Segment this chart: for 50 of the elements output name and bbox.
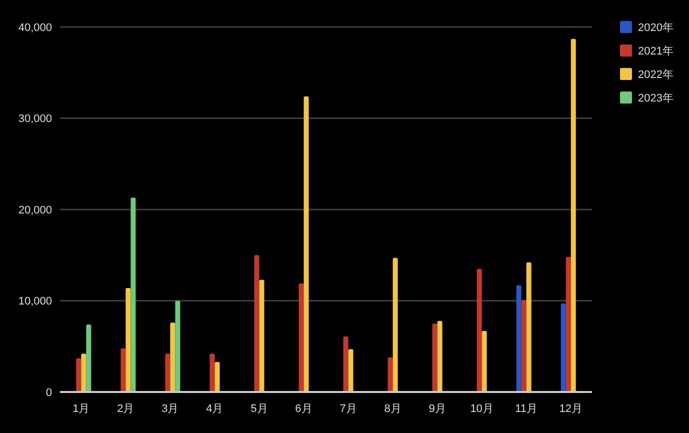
legend-label: 2022年: [638, 68, 674, 81]
y-tick-label: 30,000: [18, 113, 52, 126]
bar: [432, 324, 438, 392]
bar: [259, 280, 264, 392]
bar: [120, 348, 126, 392]
bar: [210, 354, 215, 392]
bar: [521, 300, 526, 392]
x-tick-label: 7月: [340, 403, 357, 415]
x-tick-label: 6月: [295, 403, 312, 415]
legend-label: 2020年: [638, 22, 674, 34]
bar: [304, 96, 309, 392]
legend-label: 2021年: [638, 45, 674, 58]
bar: [570, 38, 576, 392]
bar: [170, 322, 176, 392]
bar: [165, 354, 170, 392]
x-tick-label: 10月: [470, 403, 494, 415]
x-tick-label: 4月: [206, 403, 224, 415]
bar: [392, 258, 398, 392]
bar: [130, 198, 136, 392]
x-tick-label: 1月: [72, 403, 90, 415]
legend-label: 2023年: [638, 92, 674, 104]
bar: [254, 255, 260, 392]
bar: [214, 362, 220, 392]
x-tick-label: 3月: [162, 403, 179, 415]
x-tick-label: 11月: [515, 403, 538, 415]
x-tick-label: 5月: [250, 403, 268, 415]
x-tick-label: 9月: [428, 403, 446, 415]
bar: [348, 349, 354, 392]
x-tick-label: 2月: [117, 403, 134, 415]
bar: [388, 357, 393, 392]
y-tick-label: 0: [46, 386, 52, 399]
x-tick-label: 8月: [384, 403, 402, 415]
y-tick-label: 10,000: [18, 296, 52, 308]
bar: [126, 288, 131, 392]
y-tick-label: 40,000: [18, 22, 52, 34]
bar: [566, 256, 571, 392]
bar: [560, 303, 566, 392]
x-tick-label: 12月: [559, 403, 582, 415]
bar: [86, 324, 92, 392]
bar: [343, 336, 348, 392]
y-tick-label: 20,000: [18, 204, 52, 216]
bar: [516, 285, 522, 392]
bar: [476, 268, 482, 392]
bar: [175, 300, 180, 392]
bar: [437, 320, 442, 392]
bar: [482, 330, 487, 392]
bar: [526, 262, 532, 392]
bar: [76, 358, 82, 392]
bar: [298, 283, 304, 392]
bar: [81, 354, 86, 392]
